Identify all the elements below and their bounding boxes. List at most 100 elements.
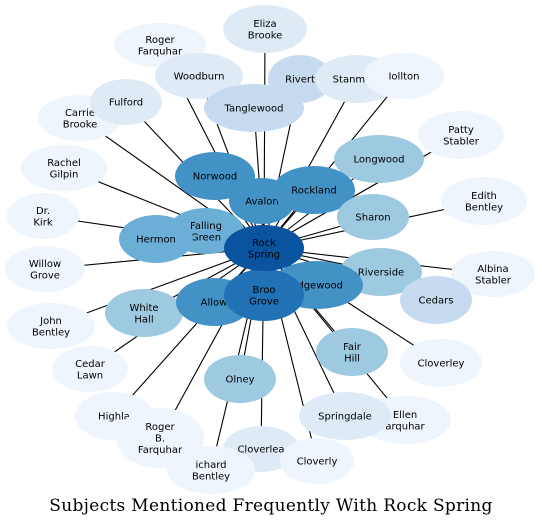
node-cedar-lawn-label: Lawn [77,370,103,381]
node-holton: Iollton [364,53,444,99]
node-olney: Olney [204,355,276,403]
node-cloverly-shape [280,438,354,484]
node-cedars: Cedars [400,276,472,324]
node-eliza-brooke-shape [223,5,307,53]
node-longwood: Longwood [334,135,424,183]
node-john-bentley-shape [7,303,95,349]
center-node-rock-spring-label: Rock [252,238,276,249]
node-cedars-label: Cedars [419,296,454,307]
node-eliza-brooke-label: Eliza [253,19,276,30]
node-hermon-shape [119,215,193,263]
node-cedar-lawn-label: Cedar [75,359,106,370]
diagram-title: Subjects Mentioned Frequently With Rock … [49,496,493,516]
node-cloverley: Cloverley [400,339,482,387]
node-dr-kirk: Dr.Kirk [7,193,79,239]
node-olney-shape [204,355,276,403]
node-cedars-shape [400,276,472,324]
node-holton-label: Iollton [388,72,419,83]
node-white-hall-label: Hall [134,314,153,325]
center-node-rock-spring-shape [224,225,304,271]
node-cloverley-label: Cloverley [418,359,465,370]
node-holton-shape [364,53,444,99]
node-springdale-shape [299,392,391,440]
node-cloverly-label: Cloverly [297,457,338,468]
node-roger-b-farquhar-label: B. [155,434,165,445]
node-edith-bentley-label: Bentley [465,202,503,213]
node-riverside-label: Riverside [358,268,404,279]
node-richard-bentley-shape [167,446,255,494]
node-roger-b-farquhar-label: Farquhar [138,445,183,456]
node-john-bentley-label: John [39,316,62,327]
node-white-hall-label: White [129,303,158,314]
node-riverton-label: Rivert [285,75,315,86]
node-roger-b-farquhar-label: Roger [145,422,175,433]
node-springdale: Springdale [299,392,391,440]
node-cloverley-shape [400,339,482,387]
node-willow-grove-label: Willow [29,259,61,270]
node-brooke-grove-label: Grove [249,296,279,307]
node-ellen-farquhar-label: arquhar [385,421,425,432]
node-white-hall-shape [105,289,183,337]
node-tanglewood-label: Tanglewood [224,104,284,115]
node-cloverlea-label: Cloverlea [237,445,284,456]
node-fair-hill-label: Fair [343,342,362,353]
node-brooke-grove-label: Broo [253,285,276,296]
node-sharon-shape [337,194,409,240]
node-highlands-label: Highla [98,412,130,423]
edge-to-holton [263,75,405,249]
node-john-bentley-label: Bentley [32,327,70,338]
node-rockland-label: Rockland [291,186,337,197]
node-hermon: Hermon [119,215,193,263]
node-brooke-grove-shape [224,269,304,321]
edge-to-patty-stabler [263,134,462,249]
node-norwood-label: Norwood [193,172,237,183]
node-tanglewood: Tanglewood [204,84,304,132]
node-dr-kirk-label: Dr. [36,206,50,217]
node-carrie-brooke-label: Carrie [65,108,95,119]
node-ellen-farquhar-label: Ellen [393,410,417,421]
node-cloverly: Cloverly [280,438,354,484]
node-springdale-label: Springdale [318,412,372,423]
node-fulford: Fulford [90,79,162,125]
node-patty-stabler-label: Stabler [443,136,480,147]
node-longwood-shape [334,135,424,183]
node-roger-farquhar-label: Roger [145,35,175,46]
node-allow-label: Allow [201,298,228,309]
node-fair-hill-label: Hill [344,353,360,364]
node-sharon: Sharon [337,194,409,240]
node-longwood-label: Longwood [354,155,405,166]
node-fulford-shape [90,79,162,125]
center-node-rock-spring-label: Spring [248,249,280,260]
node-falling-green-label: Falling [190,221,222,232]
node-woodburn: Woodburn [155,53,243,99]
node-albina-stabler-label: Albina [477,264,508,275]
node-patty-stabler-shape [418,111,504,159]
node-woodburn-shape [155,53,243,99]
node-edith-bentley-shape [441,177,527,225]
node-albina-stabler-label: Stabler [475,275,512,286]
node-richard-bentley-label: ichard [195,460,226,471]
node-edgewood-label: Edgewood [291,281,343,292]
node-willow-grove-shape [5,246,85,292]
node-carrie-brooke-label: Brooke [63,119,98,130]
node-patty-stabler-label: Patty [448,125,474,136]
node-woodburn-label: Woodburn [174,72,225,83]
node-richard-bentley-label: Bentley [192,471,230,482]
node-willow-grove-label: Grove [30,270,60,281]
node-eliza-brooke-label: Brooke [248,30,283,41]
node-rockland: Rockland [273,166,355,214]
node-falling-green-label: Green [191,232,221,243]
node-stanmore-label: Stanmore [333,75,382,86]
